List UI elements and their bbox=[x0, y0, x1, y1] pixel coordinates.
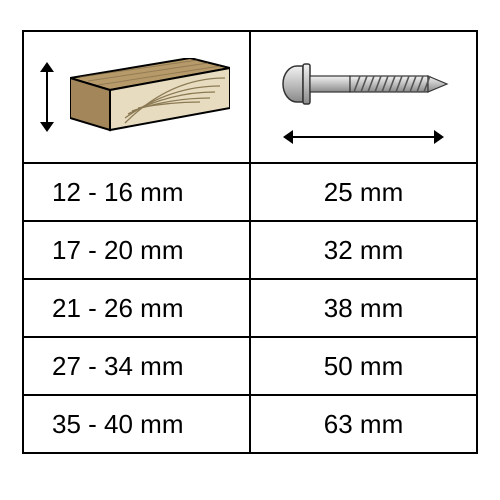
table-row: 27 - 34 mm 50 mm bbox=[23, 337, 477, 395]
header-row bbox=[23, 31, 477, 163]
size-chart-table: 12 - 16 mm 25 mm 17 - 20 mm 32 mm 21 - 2… bbox=[22, 30, 478, 454]
length-arrow-icon bbox=[283, 130, 444, 144]
screw-length-cell: 50 mm bbox=[250, 337, 477, 395]
screw-length-cell: 38 mm bbox=[250, 279, 477, 337]
wood-thickness-cell: 35 - 40 mm bbox=[23, 395, 250, 453]
table-row: 17 - 20 mm 32 mm bbox=[23, 221, 477, 279]
wood-thickness-cell: 21 - 26 mm bbox=[23, 279, 250, 337]
screw-length-cell: 32 mm bbox=[250, 221, 477, 279]
wood-thickness-cell: 17 - 20 mm bbox=[23, 221, 250, 279]
wood-thickness-cell: 27 - 34 mm bbox=[23, 337, 250, 395]
wood-plank-icon bbox=[70, 58, 230, 138]
size-chart-container: 12 - 16 mm 25 mm 17 - 20 mm 32 mm 21 - 2… bbox=[0, 0, 500, 500]
screw-illustration bbox=[251, 32, 476, 162]
table-row: 12 - 16 mm 25 mm bbox=[23, 163, 477, 221]
screw-length-cell: 25 mm bbox=[250, 163, 477, 221]
wood-thickness-cell: 12 - 16 mm bbox=[23, 163, 250, 221]
wood-thickness-header-cell bbox=[23, 31, 250, 163]
thickness-arrow-icon bbox=[40, 62, 54, 132]
table-row: 35 - 40 mm 63 mm bbox=[23, 395, 477, 453]
screw-length-header-cell bbox=[250, 31, 477, 163]
wood-plank-illustration bbox=[24, 32, 249, 162]
table-row: 21 - 26 mm 38 mm bbox=[23, 279, 477, 337]
screw-length-cell: 63 mm bbox=[250, 395, 477, 453]
table-body: 12 - 16 mm 25 mm 17 - 20 mm 32 mm 21 - 2… bbox=[23, 31, 477, 453]
screw-icon bbox=[281, 44, 451, 124]
